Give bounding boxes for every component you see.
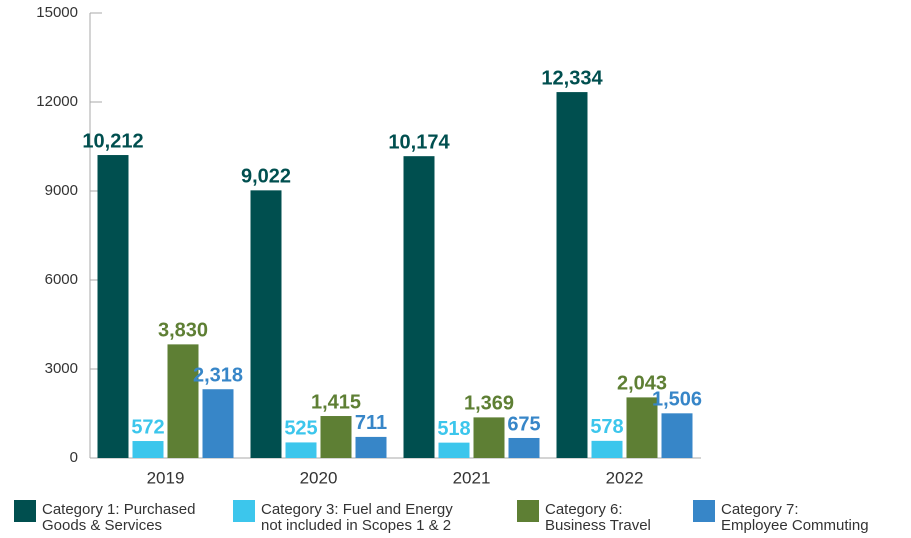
data-label: 711 xyxy=(355,412,387,434)
legend-label: Category 6: Business Travel xyxy=(545,501,651,534)
x-tick-label: 2020 xyxy=(300,468,338,487)
y-tick-label: 9000 xyxy=(45,182,78,199)
data-label: 2,318 xyxy=(193,365,243,387)
x-tick-label: 2021 xyxy=(453,468,491,487)
bar xyxy=(473,417,505,458)
chart: 0 3000 6000 9000 12000 15000 2019 10,212 572 3,83… xyxy=(36,4,702,488)
legend-swatch xyxy=(233,500,255,522)
data-label: 3,830 xyxy=(158,320,208,342)
y-tick-label: 0 xyxy=(70,449,78,466)
y-tick-label: 3000 xyxy=(45,360,78,377)
bar xyxy=(661,413,693,458)
data-label: 10,212 xyxy=(82,130,143,152)
y-tick-label: 12000 xyxy=(36,93,78,110)
bar xyxy=(591,440,623,458)
data-label: 12,334 xyxy=(541,67,603,89)
data-label: 10,174 xyxy=(388,131,450,153)
bar xyxy=(202,389,234,458)
legend-swatch xyxy=(14,500,36,522)
data-label: 1,369 xyxy=(464,393,514,415)
legend-label: Category 3: Fuel and Energy not included… xyxy=(261,501,453,534)
data-label: 1,415 xyxy=(311,391,361,413)
bar xyxy=(355,436,387,458)
data-label: 1,506 xyxy=(652,389,702,411)
data-label: 525 xyxy=(284,418,317,440)
legend-item: Category 6: Business Travel xyxy=(517,500,651,534)
legend-item: Category 3: Fuel and Energy not included… xyxy=(233,500,453,534)
bar xyxy=(97,155,129,458)
legend-swatch xyxy=(693,500,715,522)
legend-item: Category 1: Purchased Goods & Services xyxy=(14,500,195,534)
x-tick-label: 2019 xyxy=(147,468,185,487)
data-label: 578 xyxy=(590,416,623,438)
legend-label: Category 1: Purchased Goods & Services xyxy=(42,501,196,534)
bar xyxy=(403,156,435,458)
bar xyxy=(320,416,352,458)
data-label: 518 xyxy=(437,418,470,440)
bar xyxy=(250,190,282,458)
bar xyxy=(556,92,588,458)
bar xyxy=(132,441,164,458)
legend-label: Category 7: Employee Commuting xyxy=(721,501,869,534)
legend-item: Category 7: Employee Commuting xyxy=(693,500,869,534)
data-label: 9,022 xyxy=(241,166,291,188)
y-tick-label: 15000 xyxy=(36,4,78,21)
bar xyxy=(626,397,658,458)
y-tick-label: 6000 xyxy=(45,271,78,288)
data-label: 2,043 xyxy=(617,373,667,395)
x-tick-label: 2022 xyxy=(606,468,644,487)
bar xyxy=(508,437,540,458)
legend-swatch xyxy=(517,500,539,522)
bar xyxy=(438,442,470,458)
data-label: 572 xyxy=(131,416,164,438)
bar xyxy=(285,442,317,458)
bar xyxy=(167,344,199,458)
data-label: 675 xyxy=(507,413,540,435)
